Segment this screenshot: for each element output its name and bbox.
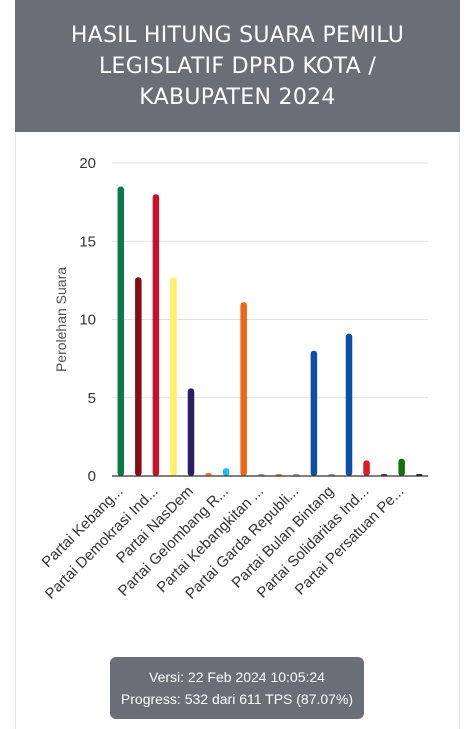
status-footer: Versi: 22 Feb 2024 10:05:24 Progress: 53…: [110, 657, 364, 719]
y-tick-label: 20: [79, 155, 96, 172]
bar: [170, 277, 177, 476]
y-axis-title: Perolehan Suara: [53, 267, 69, 372]
bar: [205, 472, 212, 476]
bar: [310, 350, 318, 476]
bar: [152, 194, 160, 477]
bar: [187, 388, 195, 476]
bar: [345, 333, 353, 476]
bars: [117, 186, 423, 477]
chart-header: HASIL HITUNG SUARA PEMILU LEGISLATIF DPR…: [15, 0, 460, 132]
bar: [240, 302, 247, 476]
y-tick-label: 10: [79, 312, 96, 329]
gridlines: [112, 162, 428, 399]
progress-text: Progress: 532 dari 611 TPS (87.07%): [120, 691, 354, 707]
y-tick-label: 0: [88, 468, 96, 485]
bar: [117, 186, 125, 476]
chart-title: HASIL HITUNG SUARA PEMILU LEGISLATIF DPR…: [70, 22, 405, 110]
bar: [135, 277, 142, 476]
bar: [222, 468, 230, 476]
bar: [398, 458, 405, 476]
y-axis-ticks: 0 5 10 15 20: [79, 155, 96, 485]
bar: [363, 460, 370, 476]
y-tick-label: 5: [88, 390, 96, 407]
y-tick-label: 15: [79, 233, 96, 250]
version-text: Versi: 22 Feb 2024 10:05:24: [149, 669, 325, 685]
x-axis-labels: Partai Kebang...Partai Demokrasi Ind...P…: [39, 483, 408, 603]
